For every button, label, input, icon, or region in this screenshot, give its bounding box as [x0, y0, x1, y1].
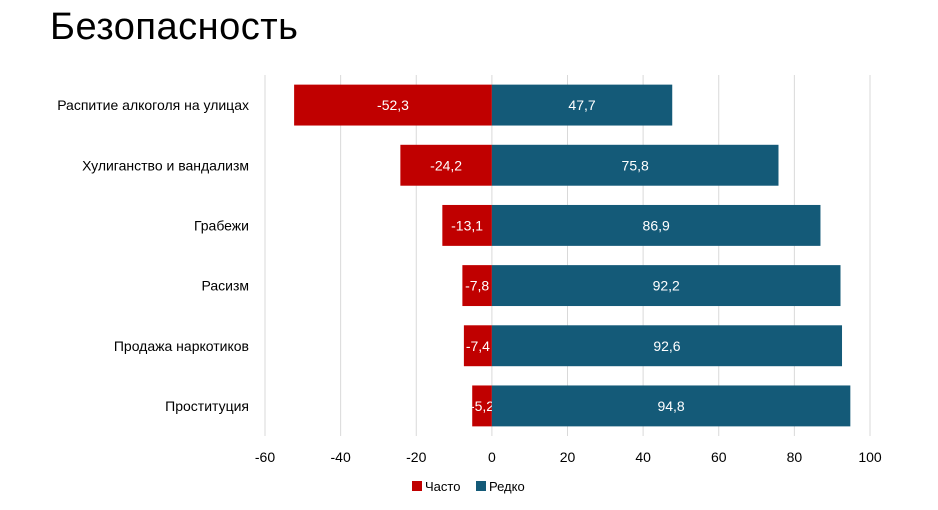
data-label: -5,2: [470, 398, 494, 414]
bar-redko: [491, 325, 843, 367]
x-tick-label: -40: [331, 449, 351, 465]
data-label: 92,6: [653, 338, 680, 354]
category-label: Хулиганство и вандализм: [82, 157, 249, 173]
x-tick-label: -20: [406, 449, 426, 465]
category-label: Продажа наркотиков: [114, 338, 249, 354]
bar-chasto: [294, 84, 492, 126]
bar-redko: [491, 385, 851, 427]
category-label: Распитие алкоголя на улицах: [57, 97, 249, 113]
x-tick-label: 0: [488, 449, 496, 465]
data-label: 75,8: [622, 157, 649, 173]
x-tick-label: 20: [560, 449, 576, 465]
bar-redko: [491, 204, 821, 246]
bar-redko: [491, 144, 779, 186]
data-label: 47,7: [568, 97, 595, 113]
category-label: Расизм: [201, 278, 249, 294]
bar-chasto: [442, 204, 492, 246]
x-tick-label: 80: [787, 449, 803, 465]
x-tick-label: 40: [635, 449, 651, 465]
legend-swatch: [412, 481, 422, 491]
data-label: -7,8: [465, 278, 489, 294]
data-label: -13,1: [451, 217, 483, 233]
data-label: 92,2: [653, 278, 680, 294]
page-title: Безопасность: [50, 6, 299, 48]
bar-chasto: [462, 265, 492, 307]
bar-chasto: [463, 325, 492, 367]
data-label: 86,9: [643, 217, 670, 233]
x-tick-label: -60: [255, 449, 275, 465]
data-label: -52,3: [377, 97, 409, 113]
data-label: -24,2: [430, 157, 462, 173]
bar-chasto: [400, 144, 492, 186]
bar-redko: [491, 84, 673, 126]
data-label: 94,8: [657, 398, 684, 414]
data-label: -7,4: [466, 338, 490, 354]
bar-redko: [491, 265, 841, 307]
legend-swatch: [476, 481, 486, 491]
category-label: Проституция: [165, 398, 249, 414]
bar-chasto: [472, 385, 492, 427]
x-tick-label: 60: [711, 449, 727, 465]
legend-label: Часто: [425, 479, 460, 494]
legend-label: Редко: [489, 479, 525, 494]
x-tick-label: 100: [858, 449, 882, 465]
category-label: Грабежи: [194, 217, 249, 233]
